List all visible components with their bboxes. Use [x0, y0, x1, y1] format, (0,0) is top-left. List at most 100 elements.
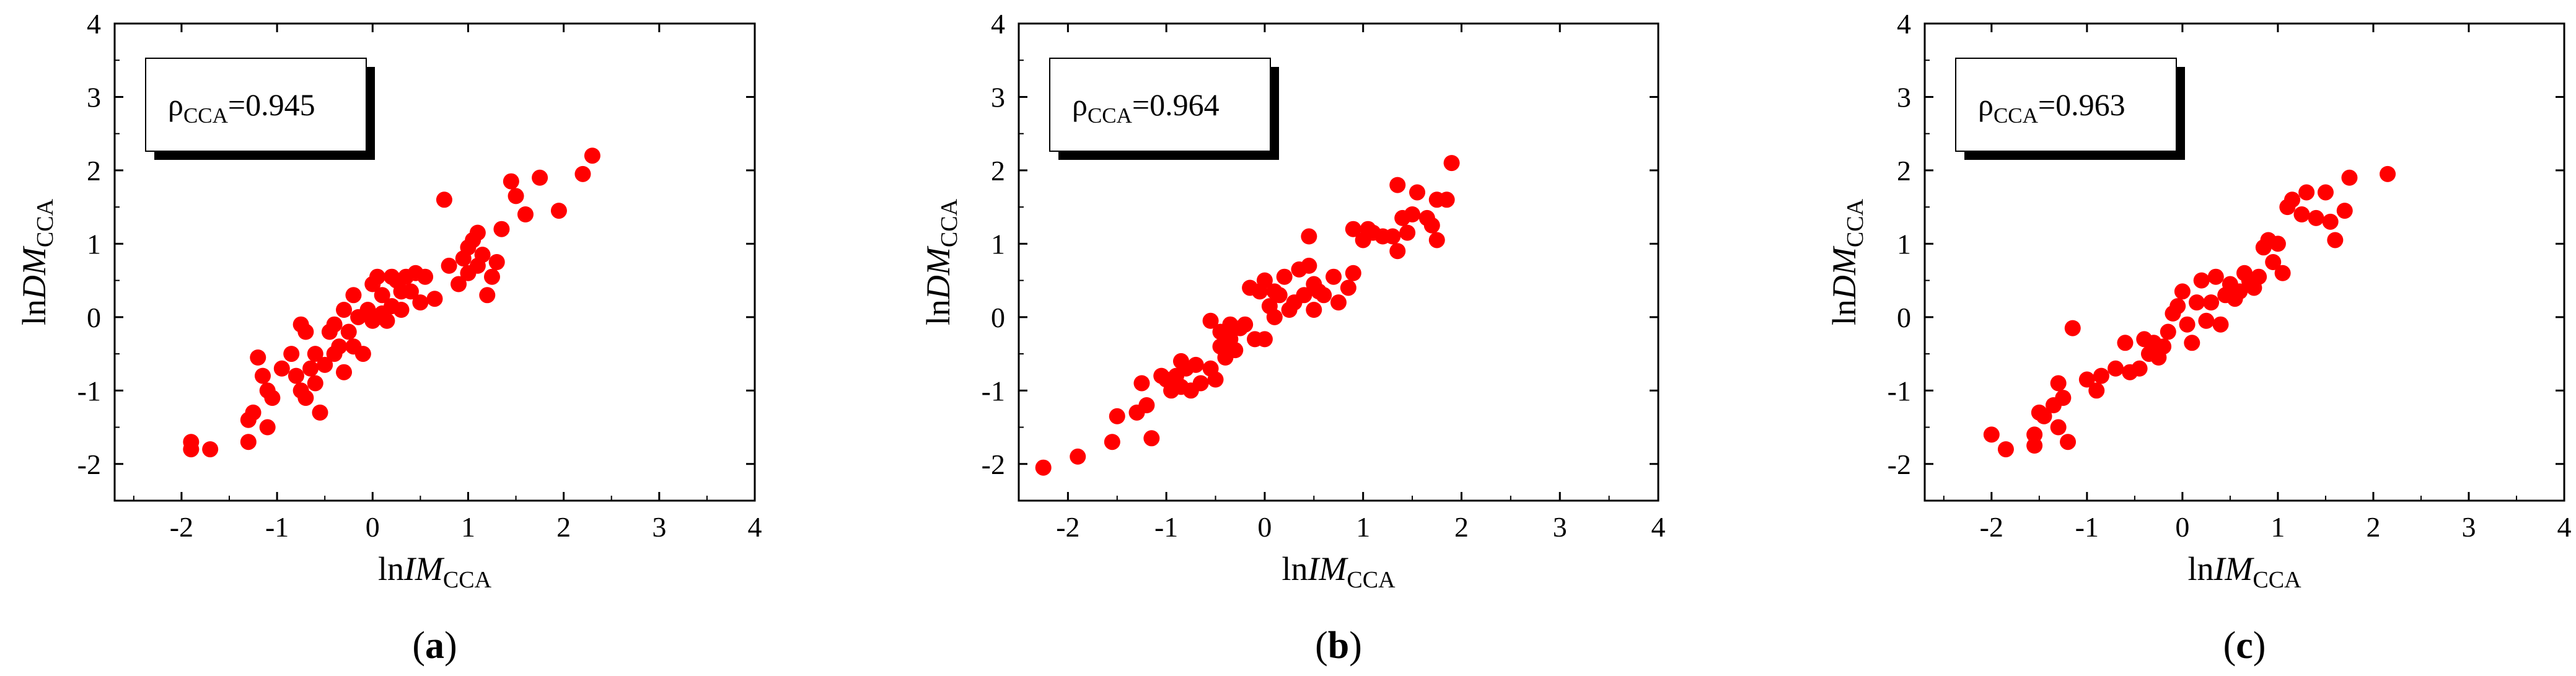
data-point — [469, 224, 486, 241]
data-point — [183, 441, 200, 458]
data-point — [2336, 203, 2353, 219]
x-axis-label: lnIMCCA — [378, 550, 492, 593]
data-point — [1187, 356, 1204, 373]
y-tick-label: 0 — [991, 302, 1005, 333]
scatter-panel-b: -2 -1 0 1 2 3 4-2-101234lnIMCCAlnDMCCAρCCA=0.9… — [920, 8, 1666, 667]
data-point — [1306, 302, 1322, 318]
data-point — [2174, 283, 2191, 300]
y-tick-label: -1 — [1888, 375, 1911, 406]
x-tick-label: 0 — [366, 511, 380, 543]
plot-frame — [1923, 22, 2565, 502]
data-point — [2322, 213, 2339, 230]
data-point — [1316, 287, 1332, 304]
y-axis-label-prefix: ln — [15, 299, 53, 325]
panel-letter: b — [1328, 625, 1349, 667]
data-point — [2050, 375, 2067, 392]
data-point — [259, 419, 276, 436]
data-point — [2060, 434, 2077, 450]
data-point — [2036, 408, 2052, 424]
data-point — [307, 375, 323, 392]
data-point — [273, 360, 290, 377]
data-point — [302, 360, 319, 377]
x-axis-label: lnIMCCA — [2187, 550, 2301, 593]
y-axis-label-sub: CCA — [32, 198, 58, 247]
y-tick-label: 0 — [87, 302, 101, 333]
data-point — [297, 323, 314, 340]
data-point — [374, 287, 390, 304]
data-point — [254, 367, 271, 384]
data-point — [1192, 375, 1209, 392]
scatter-panel-c: -2 -1 0 1 2 3 4-2-101234lnIMCCAlnDMCCAρCCA=0.9… — [1826, 8, 2572, 667]
legend-sub: CCA — [183, 103, 229, 128]
data-point — [2179, 316, 2196, 333]
data-point — [1345, 221, 1361, 237]
data-point — [1399, 224, 1416, 241]
x-tick-label: 1 — [2270, 511, 2285, 543]
data-point — [584, 147, 600, 164]
data-point — [2193, 272, 2210, 289]
data-point — [1256, 272, 1273, 289]
x-axis-label-sub: CCA — [2253, 567, 2301, 593]
scatter-panel-a: -2 -1 0 1 2 3 4-2-101234lnIMCCAlnDMCCAρCCA=0.9… — [15, 8, 762, 667]
panel-letter: c — [2236, 625, 2253, 667]
x-axis-label-prefix: ln — [1281, 550, 1308, 587]
data-point — [2274, 265, 2291, 281]
x-axis-label-sub: CCA — [443, 567, 492, 593]
y-tick-label: 4 — [87, 8, 101, 40]
y-tick-label: 2 — [1897, 155, 1911, 187]
x-tick-label: 2 — [1454, 511, 1469, 543]
y-axis-label-var: DM — [15, 245, 53, 300]
data-point — [1301, 257, 1317, 274]
data-point — [1983, 426, 2000, 443]
data-point — [1438, 191, 1455, 208]
data-point — [326, 316, 343, 333]
data-point — [245, 404, 262, 421]
y-tick-label: 1 — [991, 228, 1005, 260]
y-axis-label: lnDMCCA — [920, 198, 962, 325]
y-tick-label: 3 — [87, 81, 101, 113]
data-point — [2207, 268, 2224, 285]
y-tick-label: 2 — [87, 155, 101, 187]
data-point — [2055, 390, 2072, 406]
x-tick-label: 0 — [1257, 511, 1272, 543]
data-point — [1276, 268, 1293, 285]
legend-sub: CCA — [1088, 103, 1133, 128]
x-tick-label: 0 — [2175, 511, 2189, 543]
data-point — [1997, 441, 2014, 458]
data-point — [369, 268, 385, 285]
x-tick-label: -2 — [170, 511, 193, 543]
data-point — [508, 188, 524, 204]
data-point — [2131, 360, 2148, 377]
legend-rho: ρ — [1978, 87, 1994, 122]
data-point — [1325, 268, 1342, 285]
data-point — [1423, 217, 1440, 234]
y-axis-label-var: DM — [1826, 245, 1863, 300]
data-point — [1330, 294, 1347, 311]
legend-correlation: ρCCA=0.964 — [1072, 87, 1220, 128]
data-point — [2212, 316, 2229, 333]
x-tick-label: 4 — [1651, 511, 1666, 543]
data-point — [1389, 177, 1406, 193]
panel-label-b: (b) — [1315, 625, 1362, 667]
data-point — [532, 169, 548, 186]
data-point — [451, 276, 467, 292]
data-point — [1301, 228, 1317, 245]
panel-paren-open: ( — [1315, 625, 1328, 667]
data-point — [240, 434, 257, 450]
data-point — [345, 287, 362, 304]
data-point — [2317, 184, 2334, 201]
y-axis-label-sub: CCA — [1842, 198, 1868, 247]
data-point — [2026, 426, 2043, 443]
data-point — [2251, 268, 2267, 285]
data-point — [441, 257, 457, 274]
x-tick-label: 3 — [1553, 511, 1567, 543]
x-tick-label: -1 — [2075, 511, 2099, 543]
data-point — [1409, 184, 1426, 201]
data-point — [488, 254, 505, 270]
x-tick-label: -2 — [1980, 511, 2003, 543]
data-point — [2188, 294, 2205, 311]
data-point — [2293, 206, 2310, 222]
y-tick-label: 1 — [87, 228, 101, 260]
panel-label-c: (c) — [2223, 625, 2266, 667]
